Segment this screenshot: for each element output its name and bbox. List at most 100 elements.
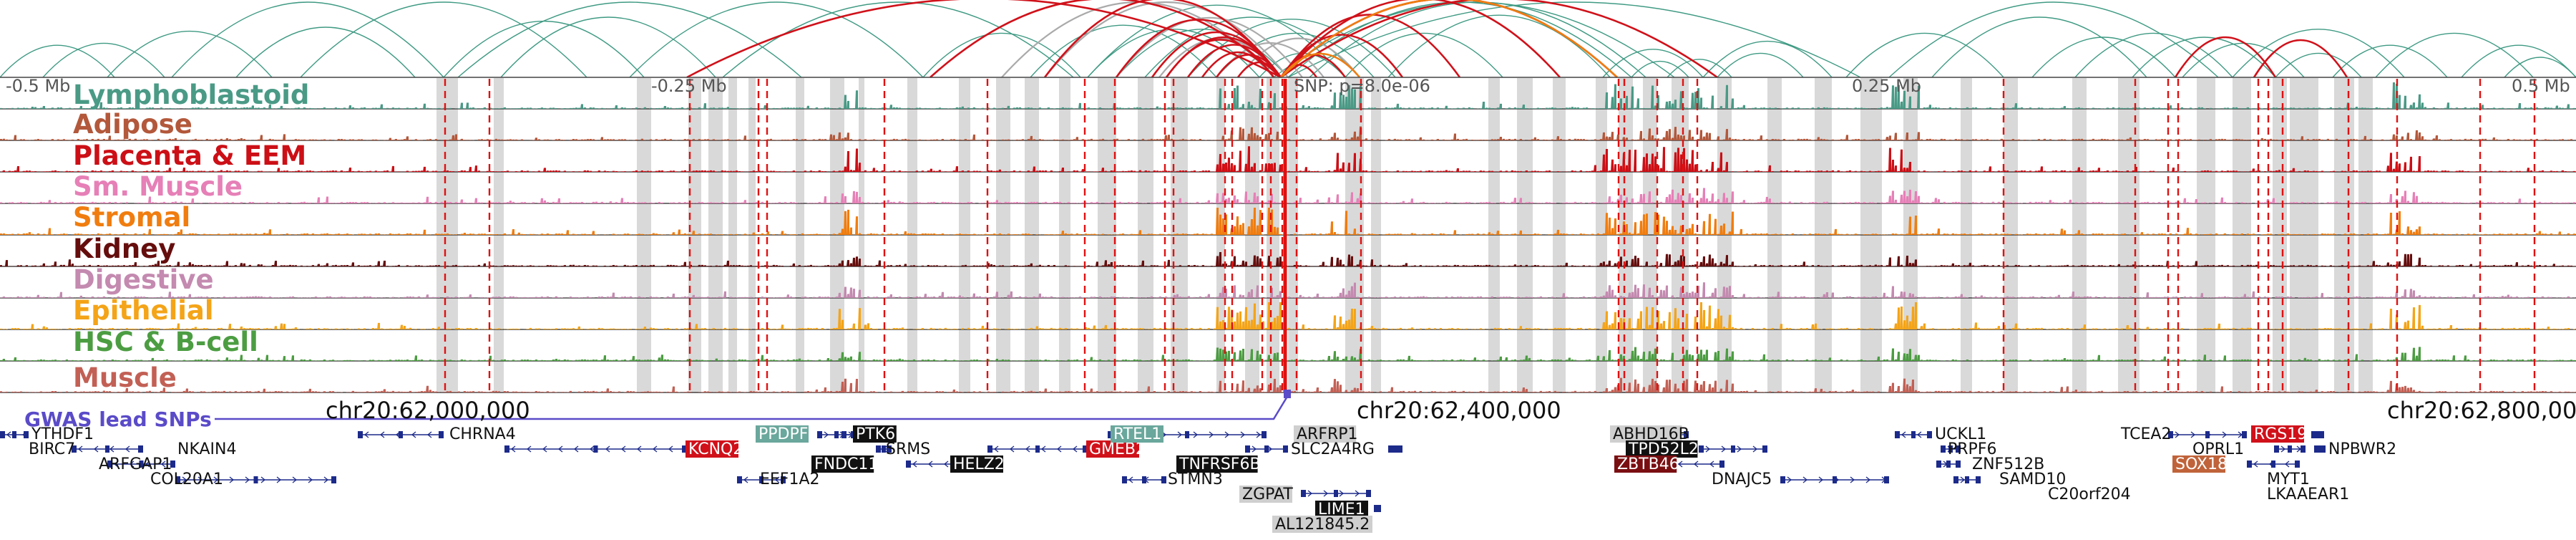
gene-label-npbwr2[interactable]: NPBWR2 (2328, 440, 2396, 458)
gene-exon (906, 461, 911, 468)
gene-label-c20orf204[interactable]: C20orf204 (2048, 486, 2131, 503)
gene-label-box (1315, 501, 1368, 518)
gene-exon (1142, 476, 1146, 483)
gene-exon (1762, 445, 1767, 453)
gene-exon (504, 445, 509, 453)
strand-arrow (160, 461, 166, 468)
gene-model (107, 461, 175, 468)
interaction-loop (2332, 44, 2448, 78)
gene-label-rgs19[interactable]: RGS19 (2251, 425, 2307, 443)
strand-arrow (636, 445, 642, 453)
interaction-loop (1237, 37, 1360, 78)
gene-label-chrna4[interactable]: CHRNA4 (449, 425, 516, 443)
gene-model (2168, 431, 2247, 438)
gene-exon (12, 431, 16, 438)
track-label-sm-muscle: Sm. Muscle (73, 171, 243, 202)
gene-model (1388, 445, 1402, 453)
gene-exon (1122, 476, 1127, 483)
signal-track-6 (0, 282, 2576, 299)
gene-label-prpf6[interactable]: PRPF6 (1948, 440, 1996, 458)
gene-name: COL20A1 (150, 471, 223, 488)
highlight-region (728, 78, 737, 393)
gene-label-kcnq2[interactable]: KCNQ2 (686, 440, 743, 458)
gene-label-tnfrsf6b[interactable]: TNFRSF6B (1176, 455, 1261, 473)
gene-label-abhd16b[interactable]: ABHD16B (1610, 425, 1689, 443)
gene-label-tcea2[interactable]: TCEA2 (2120, 425, 2171, 443)
gene-label-srms[interactable]: SRMS (886, 440, 930, 458)
signal-track-5 (0, 251, 2576, 267)
gene-label-lime1[interactable]: LIME1 (1315, 501, 1368, 519)
gene-exon (175, 476, 180, 483)
highlight-region (907, 78, 917, 393)
gene-label-gmeb2[interactable]: GMEB2 (1086, 440, 1146, 458)
gene-label-zgpat[interactable]: ZGPAT (1239, 486, 1293, 503)
gene-exon (2271, 461, 2275, 468)
gene-name: C20orf204 (2048, 486, 2131, 503)
strand-arrow (1323, 490, 1329, 497)
gene-exon (1719, 461, 1724, 468)
interaction-loop (2074, 32, 2233, 78)
gene-exon (882, 445, 886, 453)
gene-model (1941, 445, 1961, 453)
highlight-region (494, 78, 504, 393)
highlight-region (1815, 78, 1832, 393)
gene-label-col20a1[interactable]: COL20A1 (150, 471, 223, 488)
interaction-loop (2375, 32, 2534, 78)
strand-arrow (1818, 476, 1824, 483)
gwas-snp-marker (1284, 390, 1291, 398)
strand-arrow (652, 445, 658, 453)
strand-arrow (364, 431, 369, 438)
gene-exon (1884, 476, 1889, 483)
gene-label-myt1[interactable]: MYT1 (2267, 471, 2310, 488)
strand-arrow (743, 476, 748, 483)
gene-label-zbtb46[interactable]: ZBTB46 (1614, 455, 1679, 473)
gene-label-samd10[interactable]: SAMD10 (1999, 471, 2066, 488)
gene-exon (2288, 445, 2292, 453)
gene-name: EEF1A2 (760, 471, 820, 488)
gene-label-dnajc5[interactable]: DNAJC5 (1712, 471, 1772, 488)
gene-label-arfgap1[interactable]: ARFGAP1 (99, 455, 172, 473)
gene-label-al121845-2[interactable]: AL121845.2 (1272, 516, 1372, 534)
gene-label-helz2[interactable]: HELZ2 (950, 455, 1005, 473)
interaction-loop (1030, 24, 1217, 78)
highlight-region (959, 78, 970, 393)
gene-model (175, 476, 336, 483)
gene-exon (1283, 445, 1288, 453)
gene-model (0, 431, 29, 438)
gene-exon (2205, 431, 2210, 438)
gene-label-uckl1[interactable]: UCKL1 (1935, 425, 1986, 443)
gene-label-fndc11[interactable]: FNDC11 (811, 455, 878, 473)
gene-label-ppdpf[interactable]: PPDPF (756, 425, 809, 443)
gene-model (1953, 476, 1981, 483)
interaction-loops (0, 0, 2576, 79)
strand-arrow (912, 461, 917, 468)
gene-label-box (1272, 516, 1372, 533)
gene-label-sox18[interactable]: SOX18 (2172, 455, 2228, 473)
gene-exon (439, 431, 444, 438)
highlight-region (1961, 78, 1972, 393)
gene-name: DNAJC5 (1712, 471, 1772, 488)
gene-exon (1911, 431, 1916, 438)
gene-exon (1956, 461, 1961, 468)
gene-label-lkaaear1[interactable]: LKAAEAR1 (2267, 486, 2349, 503)
gene-label-nkain4[interactable]: NKAIN4 (177, 440, 237, 458)
gene-label-rtel1[interactable]: RTEL1 (1111, 425, 1163, 443)
gene-exon (1334, 490, 1338, 497)
highlight-region (796, 78, 804, 393)
strand-arrow (1040, 445, 1046, 453)
gene-label-ptk6[interactable]: PTK6 (853, 425, 897, 443)
gene-label-znf512b[interactable]: ZNF512B (1972, 455, 2044, 473)
highlight-region (1717, 78, 1732, 393)
gene-label-box (853, 425, 897, 443)
gene-label-eef1a2[interactable]: EEF1A2 (760, 471, 820, 488)
gene-name: FNDC11 (814, 455, 878, 473)
gene-label-arfrp1[interactable]: ARFRP1 (1294, 425, 1358, 443)
gene-label-tpd52l2[interactable]: TPD52L2 (1626, 440, 1699, 458)
gene-label-oprl1[interactable]: OPRL1 (2192, 440, 2244, 458)
gene-label-ythdf1[interactable]: YTHDF1 (31, 425, 94, 443)
gene-label-birc7[interactable]: BIRC7 (29, 440, 75, 458)
gene-label-stmn3[interactable]: STMN3 (1168, 471, 1223, 488)
gene-name: ZNF512B (1972, 455, 2044, 473)
gene-label-slc2a4rg[interactable]: SLC2A4RG (1291, 440, 1375, 458)
strand-arrow (1850, 476, 1855, 483)
